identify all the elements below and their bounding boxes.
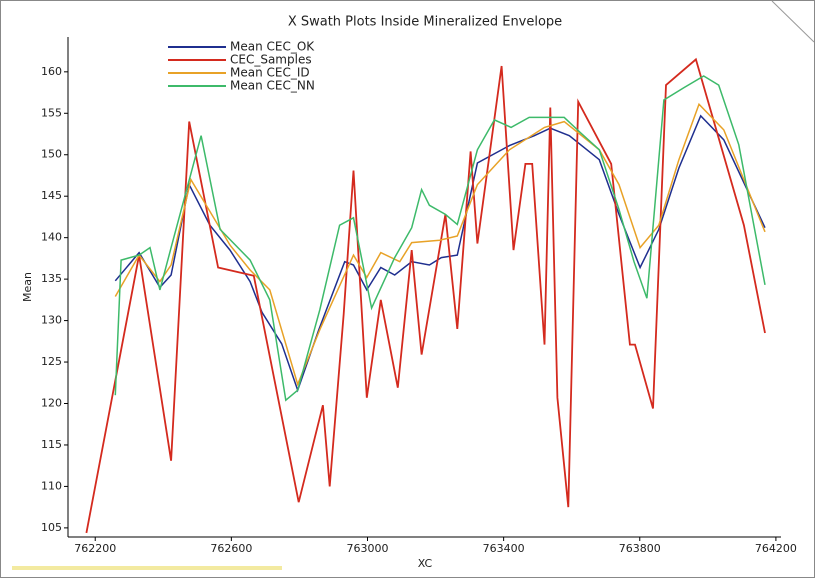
x-tick-label: 763800 <box>619 542 661 555</box>
corner-fold <box>771 0 815 43</box>
legend-label: CEC_Samples <box>230 53 312 67</box>
chart-title: X Swath Plots Inside Mineralized Envelop… <box>288 15 562 30</box>
y-tick-label: 145 <box>41 189 62 202</box>
series-line <box>85 57 766 534</box>
y-tick-label: 160 <box>41 65 62 78</box>
x-tick-label: 764200 <box>755 542 797 555</box>
y-tick-label: 125 <box>41 355 62 368</box>
y-tick-label: 120 <box>41 397 62 410</box>
legend-label: Mean CEC_OK <box>230 40 315 54</box>
legend-label: Mean CEC_ID <box>230 66 310 80</box>
x-axis-label: XC <box>418 557 433 570</box>
x-tick-label: 762200 <box>74 542 116 555</box>
series-line <box>114 102 766 387</box>
y-tick-label: 155 <box>41 106 62 119</box>
y-tick-label: 105 <box>41 521 62 534</box>
scrollbar <box>12 566 282 570</box>
y-tick-label: 150 <box>41 148 62 161</box>
y-tick-label: 110 <box>41 479 62 492</box>
y-tick-label: 130 <box>41 314 62 327</box>
x-tick-label: 763000 <box>346 542 388 555</box>
y-tick-label: 115 <box>41 438 62 451</box>
y-tick-label: 140 <box>41 231 62 244</box>
legend-label: Mean CEC_NN <box>230 79 315 93</box>
x-tick-label: 763400 <box>483 542 525 555</box>
series-line <box>114 114 766 393</box>
x-tick-label: 762600 <box>210 542 252 555</box>
series-line <box>114 75 766 402</box>
y-tick-label: 135 <box>41 272 62 285</box>
y-axis-label: Mean <box>21 272 34 302</box>
